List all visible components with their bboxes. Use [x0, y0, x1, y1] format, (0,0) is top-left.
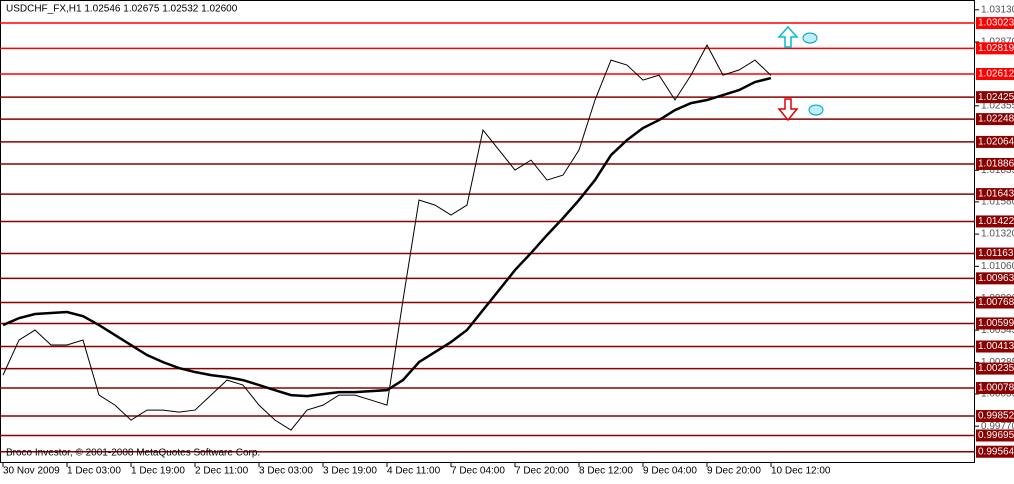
level-label: 1.02612 [978, 69, 1014, 80]
level-label: 1.00078 [978, 383, 1014, 394]
level-label: 1.00768 [978, 297, 1014, 308]
down-arrow [777, 98, 799, 122]
level-label-bg [976, 67, 1014, 80]
level-label-bg [976, 42, 1014, 55]
level-label-bg [976, 135, 1014, 148]
level-label-bg [976, 215, 1014, 228]
level-label: 1.01422 [978, 216, 1014, 227]
copyright: Broco Investor, © 2001-2008 MetaQuotes S… [6, 448, 260, 459]
x-tick-label: 7 Dec 04:00 [451, 466, 505, 477]
y-tick-label: 1.01580 [981, 197, 1014, 208]
level-label-bg [976, 317, 1014, 330]
level-label-bg [976, 410, 1014, 423]
y-tick-label: 1.00285 [981, 357, 1014, 368]
y-tick-label: 1.03130 [981, 4, 1014, 15]
level-label: 1.00963 [978, 273, 1014, 284]
level-label-bg [976, 17, 1014, 30]
level-label-bg [976, 429, 1014, 442]
level-label: 1.03023 [978, 18, 1014, 29]
level-label: 0.99564 [978, 446, 1014, 457]
level-label: 1.01886 [978, 159, 1014, 170]
x-tick-label: 9 Dec 04:00 [643, 466, 697, 477]
level-label: 1.00235 [978, 363, 1014, 374]
level-label-bg [976, 382, 1014, 395]
x-tick-label: 8 Dec 12:00 [579, 466, 633, 477]
level-label-bg [976, 91, 1014, 104]
level-label: 1.01643 [978, 189, 1014, 200]
plot-frame [0, 0, 975, 463]
level-label: 1.02819 [978, 43, 1014, 54]
x-tick-label: 30 Nov 2009 [3, 466, 60, 477]
x-tick-label: 7 Dec 20:00 [515, 466, 569, 477]
up-arrow [777, 25, 799, 48]
x-tick-label: 3 Dec 03:00 [259, 466, 313, 477]
y-tick-label: 1.02355 [981, 100, 1014, 111]
level-label: 1.00413 [978, 341, 1014, 352]
price-line [2, 76, 772, 398]
level-label: 0.99695 [978, 430, 1014, 441]
level-label-bg [976, 247, 1014, 260]
level-label-bg [976, 445, 1014, 458]
y-tick-label: 1.00030 [981, 389, 1014, 400]
level-label: 0.99852 [978, 411, 1014, 422]
x-tick-label: 2 Dec 11:00 [195, 466, 249, 477]
level-label-bg [976, 296, 1014, 309]
level-label-bg [976, 340, 1014, 353]
level-label-bg [976, 113, 1014, 126]
y-tick-label: 1.01060 [981, 261, 1014, 272]
y-tick-label: 1.01835 [981, 165, 1014, 176]
level-label: 1.00599 [978, 318, 1014, 329]
level-label-bg [976, 362, 1014, 375]
price-line [2, 44, 772, 431]
level-label: 1.01163 [978, 248, 1014, 259]
level-label-bg [976, 157, 1014, 170]
y-tick-label: 1.02870 [981, 37, 1014, 48]
y-tick-label: 1.00545 [981, 325, 1014, 336]
x-tick-label: 3 Dec 19:00 [323, 466, 377, 477]
level-label: 1.02425 [978, 92, 1014, 103]
x-tick-label: 4 Dec 11:00 [387, 466, 441, 477]
x-tick-label: 1 Dec 19:00 [131, 466, 185, 477]
chart-title: USDCHF_FX,H1 1.02546 1.02675 1.02532 1.0… [6, 4, 238, 15]
x-tick-label: 10 Dec 12:00 [771, 466, 831, 477]
y-tick-label: 0.99770 [981, 421, 1014, 432]
level-label-bg [976, 188, 1014, 201]
level-label-bg [976, 272, 1014, 285]
y-tick-label: 1.01320 [981, 229, 1014, 240]
level-label: 1.02064 [978, 137, 1014, 148]
x-tick-label: 1 Dec 03:00 [67, 466, 121, 477]
x-tick-label: 9 Dec 20:00 [707, 466, 761, 477]
hand-icon [802, 32, 818, 44]
hand-icon [808, 104, 824, 116]
level-label: 1.02248 [978, 114, 1014, 125]
